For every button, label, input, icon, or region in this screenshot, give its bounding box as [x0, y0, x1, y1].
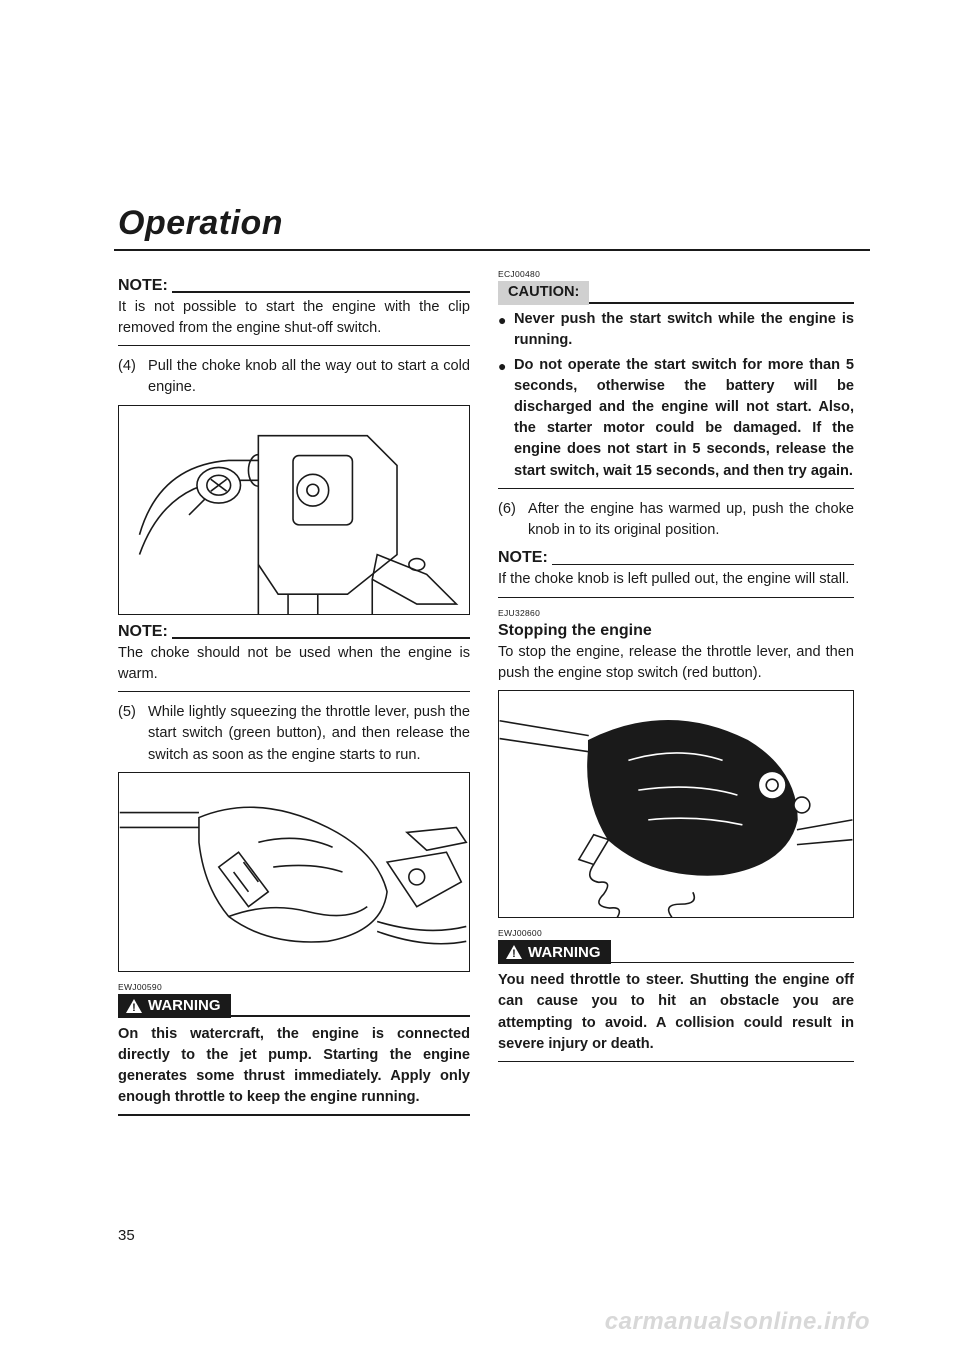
warning-header: ! WARNING	[118, 994, 470, 1018]
step-text: After the engine has warmed up, push the…	[528, 499, 854, 541]
figure-hand-start	[118, 772, 470, 972]
subheading: Stopping the engine	[498, 622, 854, 640]
svg-text:!: !	[132, 1002, 136, 1013]
bullet-icon: ●	[498, 355, 514, 482]
right-column: ECJ00480 CAUTION: ● Never push the start…	[498, 269, 854, 1126]
note-label: NOTE:	[118, 623, 168, 643]
figure-choke-knob	[118, 405, 470, 615]
note-text: It is not possible to start the engine w…	[118, 297, 470, 339]
step-6: (6) After the engine has warmed up, push…	[498, 499, 854, 541]
figure-stop-switch	[498, 690, 854, 918]
warning-rule-below	[498, 1061, 854, 1062]
warning-icon: !	[506, 945, 522, 959]
warning-code: EWJ00600	[498, 928, 854, 938]
caution-code: ECJ00480	[498, 269, 854, 279]
warning-rule	[231, 1015, 471, 1016]
body-text: To stop the engine, release the throttle…	[498, 642, 854, 684]
warning-text: On this watercraft, the engine is connec…	[118, 1024, 470, 1109]
note-label: NOTE:	[118, 277, 168, 297]
left-column: NOTE: It is not possible to start the en…	[118, 269, 470, 1126]
manual-page: Operation NOTE: It is not possible to st…	[0, 0, 960, 1358]
bullet-item: ● Do not operate the start switch for mo…	[498, 355, 854, 482]
bullet-text: Never push the start switch while the en…	[514, 309, 854, 351]
warning-text: You need throttle to steer. Shutting the…	[498, 970, 854, 1055]
step-4: (4) Pull the choke knob all the way out …	[118, 356, 470, 398]
warning-code: EWJ00590	[118, 982, 470, 992]
watermark: carmanualsonline.info	[605, 1308, 870, 1336]
note-header: NOTE:	[498, 549, 854, 569]
bullet-icon: ●	[498, 309, 514, 351]
warning-badge: ! WARNING	[498, 940, 611, 964]
svg-text:!: !	[512, 948, 516, 959]
step-text: While lightly squeezing the throttle lev…	[148, 702, 470, 765]
caution-rule	[589, 302, 854, 303]
step-number: (6)	[498, 499, 528, 541]
page-number: 35	[118, 1227, 135, 1244]
note-header: NOTE:	[118, 623, 470, 643]
warning-label: WARNING	[148, 997, 221, 1014]
warning-rule-below	[118, 1114, 470, 1115]
warning-label: WARNING	[528, 944, 601, 961]
warning-rule	[611, 962, 855, 963]
note-rule-below	[118, 691, 470, 692]
columns: NOTE: It is not possible to start the en…	[118, 269, 870, 1126]
warning-badge: ! WARNING	[118, 994, 231, 1018]
step-number: (5)	[118, 702, 148, 765]
caution-rule-below	[498, 488, 854, 489]
page-title: Operation	[118, 204, 283, 243]
warning-header: ! WARNING	[498, 940, 854, 964]
section-code: EJU32860	[498, 608, 854, 618]
note-text: The choke should not be used when the en…	[118, 643, 470, 685]
bullet-text: Do not operate the start switch for more…	[514, 355, 854, 482]
title-row: Operation	[118, 204, 870, 243]
caution-header: CAUTION:	[498, 281, 854, 305]
step-5: (5) While lightly squeezing the throttle…	[118, 702, 470, 765]
note-rule	[172, 291, 470, 292]
title-rule	[114, 249, 870, 251]
note-rule	[172, 637, 470, 638]
note-label: NOTE:	[498, 549, 548, 569]
caution-badge: CAUTION:	[498, 281, 589, 305]
step-number: (4)	[118, 356, 148, 398]
step-text: Pull the choke knob all the way out to s…	[148, 356, 470, 398]
note-header: NOTE:	[118, 277, 470, 297]
note-rule-below	[118, 345, 470, 346]
note-rule-below	[498, 597, 854, 598]
bullet-item: ● Never push the start switch while the …	[498, 309, 854, 351]
note-rule	[552, 564, 854, 565]
warning-icon: !	[126, 999, 142, 1013]
note-text: If the choke knob is left pulled out, th…	[498, 569, 854, 590]
